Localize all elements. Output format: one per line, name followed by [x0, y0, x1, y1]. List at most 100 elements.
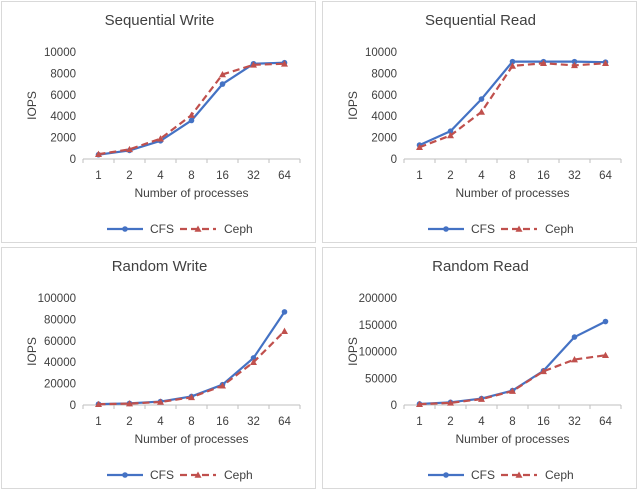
x-tick-label: 2	[447, 170, 453, 182]
chart-svg: Sequential Write 0 2000 4000 6000 8000 10000 1 2…	[25, 12, 301, 236]
x-tick-label: 8	[188, 170, 194, 182]
data-point-ceph	[602, 351, 609, 359]
x-tick-label: 16	[537, 416, 550, 428]
data-point-cfs	[602, 318, 609, 325]
legend-marker-cfs	[122, 226, 128, 232]
y-tick-label: 6000	[50, 90, 76, 102]
data-point-ceph	[219, 70, 226, 78]
data-point-cfs	[447, 128, 454, 134]
x-tick-label: 32	[568, 416, 581, 428]
data-point-ceph	[416, 400, 423, 407]
x-tick-label: 1	[416, 170, 422, 182]
y-axis-label: IOPS	[346, 337, 360, 366]
x-axis-label: Number of processes	[134, 186, 248, 200]
data-point-ceph	[188, 393, 195, 401]
y-tick-label: 40000	[44, 357, 76, 369]
legend-label-cfs: CFS	[150, 468, 174, 482]
data-point-ceph	[478, 395, 485, 402]
series-line-ceph	[419, 62, 606, 149]
chart-svg: Random Write 0 20000 40000 60000 80000 100000 1…	[25, 258, 301, 482]
data-point-ceph	[95, 150, 102, 157]
x-tick-label: 32	[247, 170, 260, 182]
x-tick-label: 32	[568, 170, 581, 182]
x-tick-label: 4	[157, 170, 164, 182]
x-tick-label: 1	[416, 416, 422, 428]
data-point-ceph	[447, 399, 454, 406]
chart-panel-random-write: Random Write 0 20000 40000 60000 80000 100000 1…	[1, 247, 316, 489]
series-line-cfs	[419, 60, 606, 147]
x-tick-label: 4	[478, 170, 485, 182]
data-point-ceph	[126, 400, 133, 407]
chart-title: Sequential Read	[425, 12, 536, 29]
y-tick-label: 2000	[50, 133, 76, 145]
y-tick-label: 6000	[371, 90, 397, 102]
data-point-ceph	[540, 367, 547, 375]
data-point-cfs	[509, 58, 516, 65]
x-tick-label: 2	[126, 416, 132, 428]
data-point-cfs	[188, 117, 195, 124]
data-point-ceph	[281, 60, 288, 67]
legend-marker-cfs	[443, 472, 449, 478]
data-point-ceph	[571, 61, 578, 69]
y-tick-label: 10000	[365, 47, 397, 59]
legend-label-ceph: Ceph	[224, 468, 253, 482]
data-point-cfs	[478, 96, 485, 102]
x-tick-label: 8	[509, 416, 515, 428]
y-tick-label: 0	[391, 400, 397, 412]
legend-marker-cfs	[122, 472, 128, 478]
legend-label-cfs: CFS	[471, 222, 495, 236]
y-tick-label: 0	[70, 154, 76, 166]
x-tick-label: 2	[126, 170, 132, 182]
y-tick-label: 100000	[359, 347, 397, 359]
data-point-cfs	[281, 309, 288, 315]
chart-title: Random Read	[432, 258, 529, 275]
data-point-ceph	[478, 108, 485, 115]
data-point-ceph	[447, 131, 454, 139]
chart-title: Random Write	[112, 258, 208, 275]
legend-marker-ceph	[515, 225, 523, 232]
y-tick-label: 80000	[44, 314, 76, 326]
x-tick-label: 64	[278, 170, 291, 182]
x-tick-label: 16	[216, 416, 229, 428]
data-point-ceph	[509, 62, 516, 69]
x-tick-label: 8	[188, 416, 194, 428]
legend-label-cfs: CFS	[471, 468, 495, 482]
x-tick-label: 16	[537, 170, 550, 182]
data-point-ceph	[602, 59, 609, 67]
chart-svg: Random Read 0 50000 100000 150000 200000 1 2 4 8 1…	[346, 258, 622, 482]
series-line-ceph	[98, 62, 285, 156]
legend-label-ceph: Ceph	[545, 468, 574, 482]
data-point-ceph	[126, 145, 133, 153]
data-point-cfs	[571, 58, 578, 65]
x-tick-label: 16	[216, 170, 229, 182]
data-point-ceph	[157, 135, 164, 142]
y-tick-label: 100000	[38, 293, 76, 305]
x-axis-label: Number of processes	[455, 432, 569, 446]
data-point-ceph	[416, 143, 423, 151]
y-tick-label: 20000	[44, 379, 76, 391]
x-tick-label: 64	[278, 416, 291, 428]
x-tick-label: 1	[95, 416, 101, 428]
y-axis-label: IOPS	[25, 337, 39, 366]
legend-marker-cfs	[443, 226, 449, 232]
y-tick-label: 50000	[365, 373, 397, 385]
y-tick-label: 8000	[50, 68, 76, 80]
x-tick-label: 4	[478, 416, 485, 428]
legend-marker-ceph	[194, 471, 202, 478]
x-axis-label: Number of processes	[455, 186, 569, 200]
x-tick-label: 64	[599, 416, 612, 428]
data-point-ceph	[157, 398, 164, 405]
data-point-cfs	[219, 81, 226, 87]
y-tick-label: 8000	[371, 68, 397, 80]
x-tick-label: 64	[599, 170, 612, 182]
y-tick-label: 4000	[371, 111, 397, 123]
chart-panel-sequential-read: Sequential Read 0 2000 4000 6000 8000 10000 1 2 4…	[322, 1, 637, 243]
legend-label-ceph: Ceph	[224, 222, 253, 236]
x-tick-label: 2	[447, 416, 453, 428]
y-tick-label: 150000	[359, 320, 397, 332]
chart-panel-random-read: Random Read 0 50000 100000 150000 200000 1 2 4 8 1…	[322, 247, 637, 489]
x-tick-label: 8	[509, 170, 515, 182]
chart-panel-sequential-write: Sequential Write 0 2000 4000 6000 8000 10000 1 2…	[1, 1, 316, 243]
chart-title: Sequential Write	[105, 12, 215, 29]
